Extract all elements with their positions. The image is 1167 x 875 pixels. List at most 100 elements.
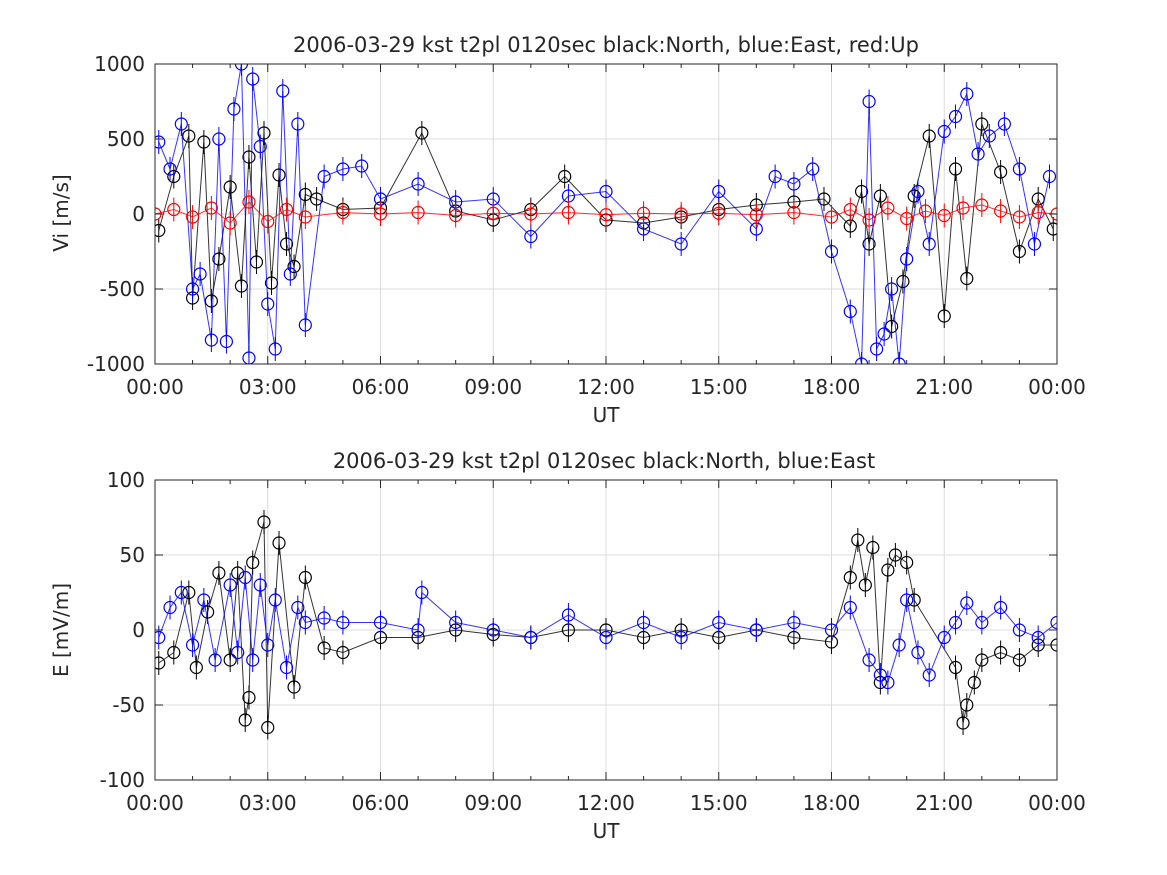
velocity-series-1-line: [158, 64, 1050, 364]
electric-field-series-0-point-40: [948, 660, 963, 675]
velocity-ytick-label-2: 0: [132, 202, 145, 226]
velocity-y-axis-label: Vi [m/s]: [49, 174, 73, 251]
electric-field-series-1-point-45: [1012, 623, 1027, 637]
velocity-series-1-point-6: [212, 132, 226, 146]
electric-field-series-1-point-12: [268, 593, 282, 607]
velocity-series-2-point-6: [261, 214, 275, 229]
electric-field-series-1-point-2: [174, 585, 188, 600]
velocity-series-1-point-3: [185, 282, 200, 296]
electric-field-xtick-label-7: 21:00: [915, 791, 973, 815]
velocity-series-1-point-30: [674, 237, 688, 251]
electric-field-series-1-point-7: [231, 645, 245, 660]
electric-field-series-1-point-16: [317, 611, 331, 625]
velocity-series-2-point-12: [449, 208, 463, 223]
velocity-series-2-point-23: [843, 202, 857, 217]
velocity-series-2-point-9: [336, 205, 350, 220]
velocity-series-group: [155, 64, 1057, 364]
velocity-series-1-point-45: [911, 184, 925, 199]
electric-field-series-1-point-23: [524, 630, 538, 645]
electric-field-series-1-line: [158, 577, 1057, 684]
velocity-series-2-point-4: [223, 216, 237, 230]
velocity-series-0-point-4: [197, 135, 211, 149]
velocity-series-1-point-52: [997, 117, 1011, 131]
velocity-series-2-point-15: [561, 205, 576, 220]
electric-field-series-0-point-16: [317, 641, 331, 655]
electric-field-series-1-point-31: [824, 623, 839, 637]
electric-field-xtick-label-1: 03:00: [239, 791, 297, 815]
velocity-series-2-point-19: [712, 206, 726, 220]
velocity-series-2-point-1: [167, 202, 181, 217]
velocity-series-1-point-37: [843, 304, 857, 319]
velocity-series-1-point-19: [317, 169, 331, 184]
velocity-series-1-point-41: [877, 327, 891, 341]
velocity-series-2-point-17: [636, 206, 651, 220]
electric-field-series-1-point-22: [486, 623, 500, 637]
velocity-series-1-point-21: [355, 159, 369, 173]
velocity-series-1-point-26: [524, 229, 538, 244]
velocity-series-1-point-54: [1027, 237, 1042, 251]
electric-field-series-1-point-32: [843, 600, 857, 615]
velocity-series-1-point-15: [276, 84, 290, 98]
electric-field-series-1-point-35: [881, 675, 895, 690]
velocity-series-1-point-7: [219, 334, 234, 349]
velocity-series-0-point-1: [167, 169, 181, 184]
velocity-xtick-label-2: 06:00: [352, 375, 410, 399]
electric-field-series-0-point-31: [843, 570, 857, 585]
electric-field-series-0-point-12: [261, 720, 275, 735]
velocity-series-0-point-9: [242, 150, 256, 164]
electric-field-ytick-label-4: 100: [107, 468, 145, 492]
electric-field-series-0-point-13: [272, 536, 286, 550]
velocity-series-0-point-45: [1012, 244, 1027, 259]
electric-field-series-1-point-4: [197, 593, 211, 607]
velocity-series-1-point-47: [937, 124, 951, 139]
velocity-series-1: [155, 64, 1057, 364]
velocity-series-1-point-23: [411, 177, 425, 191]
electric-field-series-0-point-9: [242, 690, 256, 705]
velocity-series-0-point-6: [212, 252, 226, 266]
velocity-series-2-point-26: [900, 211, 914, 226]
electric-field-xtick-label-5: 15:00: [690, 791, 748, 815]
velocity-series-0-point-16: [298, 187, 312, 202]
electric-field-series-1-point-40: [937, 630, 951, 645]
velocity-ytick-label-3: 500: [107, 127, 145, 151]
electric-field-series-1-point-1: [163, 600, 177, 615]
velocity-series-0-point-38: [907, 189, 921, 203]
electric-field-panel: 2006-03-29 kst t2pl 0120sec black:North,…: [49, 449, 1086, 843]
velocity-series-1-point-14: [268, 342, 282, 356]
velocity-series-0-point-34: [862, 237, 876, 251]
velocity-series-0-point-15: [287, 259, 301, 274]
electric-field-xtick-label-3: 09:00: [464, 791, 522, 815]
velocity-series-2-point-24: [862, 213, 876, 227]
velocity-series-2-point-2: [185, 210, 200, 224]
velocity-series-0-point-43: [975, 117, 989, 131]
electric-field-series-1-point-11: [261, 638, 275, 652]
velocity-series-1-point-42: [885, 282, 899, 296]
electric-field-series-1-point-6: [223, 578, 237, 592]
velocity-series-2-point-22: [824, 210, 839, 224]
electric-field-series-0-point-41: [956, 716, 970, 730]
velocity-series-2-point-14: [524, 207, 538, 221]
electric-field-series-0-point-39: [907, 593, 921, 607]
electric-field-series-0-point-5: [212, 566, 226, 580]
velocity-series-1-point-50: [971, 147, 985, 161]
velocity-series-2-point-10: [373, 207, 388, 221]
electric-field-series-1-point-41: [948, 615, 963, 630]
electric-field-series-1-point-3: [185, 638, 200, 652]
velocity-series-2-point-21: [787, 205, 801, 220]
velocity-series-1-point-44: [900, 252, 914, 266]
velocity-series-1-point-36: [824, 244, 839, 259]
electric-field-series-0-point-6: [223, 653, 237, 667]
electric-field-series-1-point-29: [749, 623, 763, 637]
velocity-series-1-point-49: [960, 87, 974, 101]
electric-field-series-0-point-1: [167, 645, 181, 660]
electric-field-series-0-point-37: [888, 548, 902, 562]
electric-field-series-1-point-42: [960, 596, 974, 610]
velocity-xtick-label-7: 21:00: [915, 375, 973, 399]
velocity-series-1-point-40: [869, 342, 884, 356]
velocity-series-1-point-17: [291, 117, 305, 131]
velocity-series-1-point-43: [892, 357, 906, 364]
velocity-series-1-point-13: [261, 297, 275, 311]
velocity-panel: 2006-03-29 kst t2pl 0120sec black:North,…: [49, 33, 1086, 427]
electric-field-series-0-point-46: [1012, 653, 1027, 667]
